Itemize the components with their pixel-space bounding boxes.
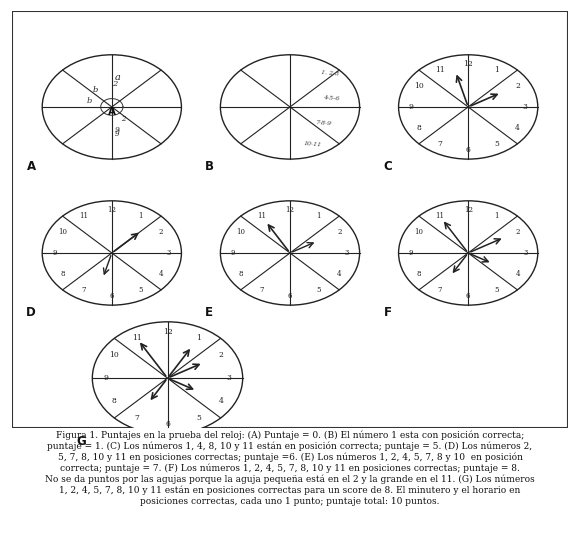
Text: g: g (115, 128, 120, 136)
Text: 11: 11 (79, 212, 88, 220)
Text: 1. 2·3: 1. 2·3 (321, 70, 339, 77)
Text: 12: 12 (107, 206, 117, 214)
Text: 2: 2 (121, 115, 125, 124)
Text: G: G (77, 435, 86, 448)
Text: 4: 4 (159, 270, 164, 278)
Text: 10: 10 (109, 351, 119, 359)
Circle shape (398, 55, 538, 159)
Circle shape (220, 55, 360, 159)
Text: 4: 4 (337, 270, 342, 278)
Text: 7·8·9: 7·8·9 (315, 120, 331, 127)
Text: 5: 5 (316, 286, 321, 294)
Text: 2: 2 (112, 80, 117, 88)
Text: 2: 2 (516, 228, 520, 236)
Text: 6: 6 (466, 292, 470, 300)
Text: 5: 5 (196, 414, 201, 422)
Text: 8: 8 (112, 397, 117, 405)
Circle shape (92, 322, 242, 434)
Text: 1: 1 (316, 212, 321, 220)
Text: 7: 7 (81, 286, 85, 294)
Circle shape (42, 201, 182, 305)
Text: 4: 4 (515, 124, 520, 132)
Text: 6: 6 (288, 292, 292, 300)
Text: C: C (383, 160, 392, 172)
Text: 4: 4 (219, 397, 223, 405)
Text: 12: 12 (463, 60, 473, 68)
Text: 9: 9 (409, 249, 414, 257)
Text: 4-5-6: 4-5-6 (324, 96, 340, 102)
Text: 10: 10 (414, 228, 423, 236)
Text: 9: 9 (409, 103, 414, 111)
Text: 7: 7 (134, 414, 139, 422)
Text: D: D (26, 306, 36, 318)
Text: 12: 12 (162, 328, 172, 336)
Text: 11: 11 (257, 212, 266, 220)
Text: 6: 6 (110, 292, 114, 300)
Text: 3: 3 (166, 249, 171, 257)
Text: A: A (108, 107, 116, 117)
Text: b: b (92, 86, 98, 94)
Text: 3: 3 (345, 249, 349, 257)
Text: 11: 11 (435, 212, 444, 220)
Text: 6: 6 (466, 145, 470, 154)
Text: E: E (205, 306, 213, 318)
Text: 10: 10 (236, 228, 245, 236)
Circle shape (42, 55, 182, 159)
Text: 3: 3 (227, 374, 231, 382)
Text: b: b (87, 97, 92, 105)
Text: 3: 3 (523, 103, 528, 111)
Text: 2: 2 (337, 228, 342, 236)
Text: 7: 7 (437, 286, 442, 294)
Text: 8: 8 (416, 270, 421, 278)
Text: 6: 6 (165, 421, 170, 428)
Text: 9: 9 (231, 249, 235, 257)
Text: 1: 1 (196, 334, 201, 342)
Text: 10: 10 (414, 82, 423, 89)
Text: 2: 2 (219, 351, 223, 359)
Text: 9: 9 (103, 374, 108, 382)
Text: 11: 11 (132, 334, 142, 342)
Text: 9: 9 (115, 126, 120, 134)
Text: 10·11: 10·11 (304, 141, 322, 148)
Text: 8: 8 (416, 124, 421, 132)
Text: a: a (114, 73, 120, 82)
Text: 4: 4 (516, 270, 520, 278)
Text: 7: 7 (437, 140, 442, 148)
Text: 3: 3 (523, 249, 527, 257)
Circle shape (398, 201, 538, 305)
Text: 11: 11 (435, 66, 444, 74)
Text: 2: 2 (159, 228, 164, 236)
Text: Figura 1. Puntajes en la prueba del reloj: (A) Puntaje = 0. (B) El número 1 esta: Figura 1. Puntajes en la prueba del relo… (45, 430, 535, 506)
Text: 10: 10 (58, 228, 67, 236)
Text: 1: 1 (138, 212, 143, 220)
Text: 1: 1 (495, 212, 499, 220)
Text: 8: 8 (60, 270, 64, 278)
Text: A: A (27, 160, 35, 172)
Text: 12: 12 (463, 206, 473, 214)
Text: B: B (205, 160, 214, 172)
Text: 12: 12 (285, 206, 295, 214)
Text: 9: 9 (53, 249, 57, 257)
Text: 5: 5 (138, 286, 143, 294)
Text: 7: 7 (259, 286, 264, 294)
Text: 5: 5 (494, 140, 499, 148)
Text: 2: 2 (515, 82, 520, 89)
Text: F: F (383, 306, 392, 318)
Circle shape (220, 201, 360, 305)
Text: 1: 1 (494, 66, 499, 74)
Text: 5: 5 (495, 286, 499, 294)
Text: 8: 8 (238, 270, 243, 278)
